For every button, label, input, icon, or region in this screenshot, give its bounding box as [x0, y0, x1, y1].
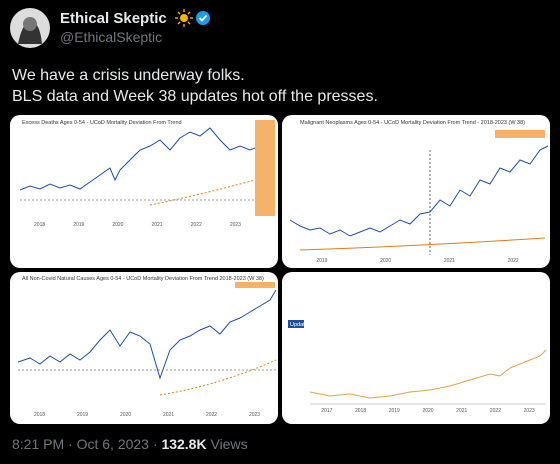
- highlight: [495, 130, 545, 138]
- x-tick-label: 2018: [34, 412, 45, 418]
- chart-line: [289, 145, 549, 237]
- view-count: 132.8K: [161, 436, 206, 452]
- panel[interactable]: [282, 272, 550, 424]
- panel-title: Malignant Neoplasms Ages 0-54 - UCoD Mor…: [300, 120, 525, 126]
- x-tick-label: 2023: [230, 222, 241, 228]
- x-tick-label: 2019: [316, 258, 327, 264]
- views-label: Views: [210, 436, 247, 452]
- x-tick-label: 2023: [249, 412, 260, 418]
- tweet-text: BLS data and Week 38 updates hot off the…: [12, 88, 378, 105]
- panel-title: All Non-Covid Natural Causes Ages 0-54 -…: [22, 276, 264, 282]
- x-tick-label: 2021: [163, 412, 174, 418]
- baseline: [159, 359, 277, 396]
- separator: ·: [68, 436, 73, 452]
- post-time[interactable]: 8:21 PM: [12, 436, 64, 452]
- x-tick-label: 2019: [77, 412, 88, 418]
- panel-title: Excess Deaths Ages 0-54 - UCoD Mortality…: [22, 120, 182, 126]
- footer: 8:21 PM · Oct 6, 2023 · 132.8K Views: [12, 436, 248, 452]
- x-tick-label: 2018: [34, 222, 45, 228]
- chart-line: [19, 127, 256, 191]
- update-button[interactable]: [288, 320, 304, 328]
- x-tick-label: 2017: [321, 408, 332, 414]
- x-tick-label: 2020: [380, 258, 391, 264]
- highlight: [235, 282, 275, 288]
- x-tick-label: 2022: [508, 258, 519, 264]
- x-tick-label: 2020: [112, 222, 123, 228]
- separator: ·: [153, 436, 158, 452]
- tweet-text: We have a crisis underway folks.: [12, 67, 245, 84]
- avatar-head: [23, 17, 37, 31]
- button-label: Update: [290, 322, 308, 328]
- x-tick-label: 2019: [73, 222, 84, 228]
- x-tick-label: 2019: [389, 408, 400, 414]
- x-tick-label: 2018: [355, 408, 366, 414]
- x-tick-label: 2021: [444, 258, 455, 264]
- sun-icon: [175, 9, 193, 27]
- highlight: [255, 120, 275, 216]
- panel[interactable]: [282, 115, 550, 268]
- x-tick-label: 2021: [456, 408, 467, 414]
- baseline: [299, 237, 546, 251]
- x-tick-label: 2023: [524, 408, 535, 414]
- panel[interactable]: [10, 115, 278, 268]
- author-handle[interactable]: @EthicalSkeptic: [60, 29, 162, 45]
- x-tick-label: 2022: [206, 412, 217, 418]
- verified-badge: [196, 11, 210, 25]
- author-name[interactable]: Ethical Skeptic: [60, 10, 167, 27]
- chart-line: [17, 289, 277, 380]
- chart-line: [309, 349, 547, 399]
- media-grid[interactable]: Excess Deaths Ages 0-54 - UCoD Mortality…: [10, 115, 550, 424]
- baseline: [149, 179, 256, 206]
- x-tick-label: 2022: [490, 408, 501, 414]
- x-tick-label: 2020: [422, 408, 433, 414]
- x-tick-label: 2021: [152, 222, 163, 228]
- post-date[interactable]: Oct 6, 2023: [77, 436, 150, 452]
- x-tick-label: 2020: [120, 412, 131, 418]
- x-tick-label: 2022: [191, 222, 202, 228]
- panel[interactable]: [10, 272, 278, 424]
